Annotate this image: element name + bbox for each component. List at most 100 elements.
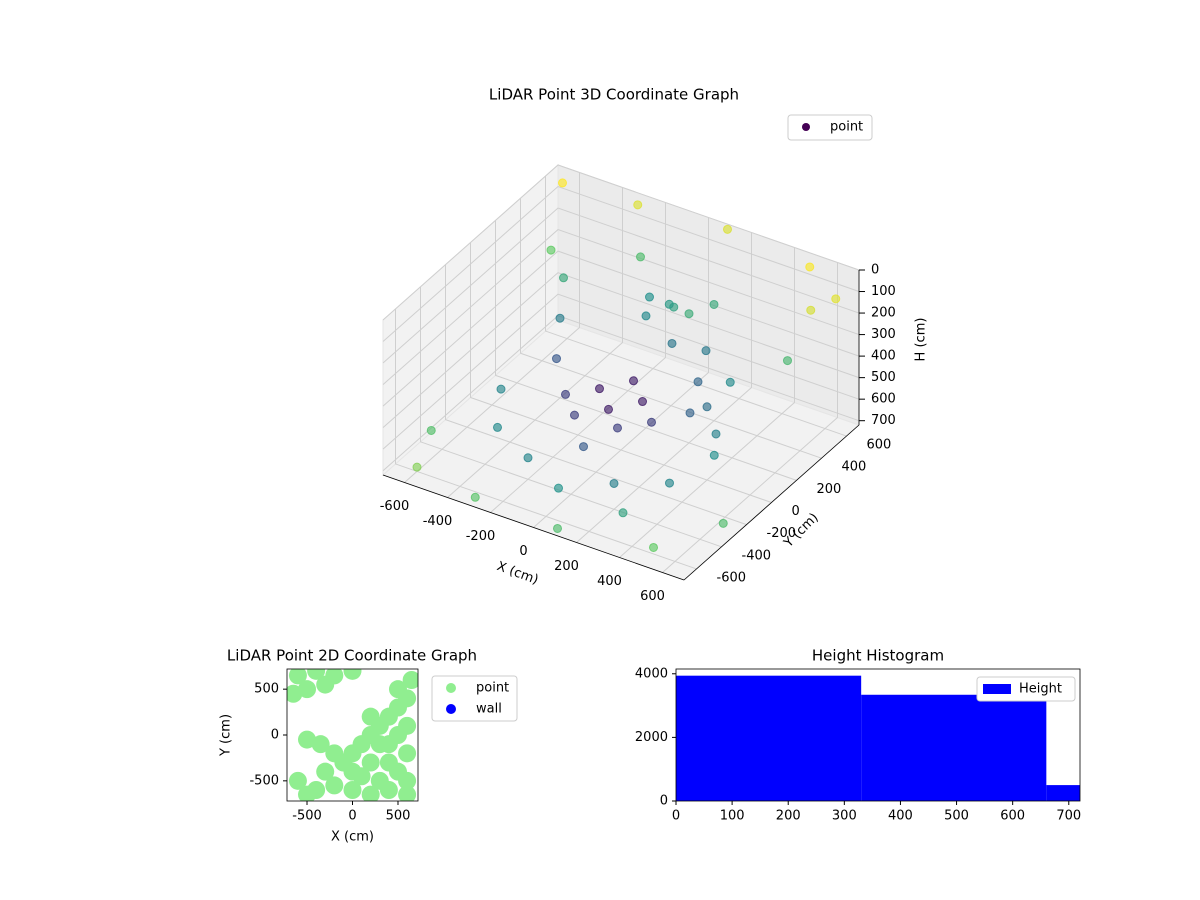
point: [633, 200, 643, 210]
y-tick-label: 400: [842, 460, 867, 475]
grid-line: [395, 308, 697, 570]
point: [325, 744, 344, 763]
grid-line: [382, 293, 860, 450]
x-tick-label: 600: [1000, 809, 1025, 824]
chart-title: LiDAR Point 2D Coordinate Graph: [227, 647, 477, 665]
point: [609, 478, 619, 488]
grid-line: [445, 264, 747, 526]
z-tick-label: 700: [871, 413, 896, 428]
chart-title: Height Histogram: [812, 647, 944, 665]
grid-line: [382, 272, 860, 429]
grid-line: [382, 207, 860, 364]
point: [398, 785, 417, 801]
point: [496, 384, 506, 394]
point: [604, 404, 613, 414]
point: [554, 483, 563, 493]
point: [298, 730, 317, 749]
x-tick-label: 500: [386, 809, 411, 824]
grid-line: [382, 229, 860, 385]
point: [288, 669, 307, 685]
y-tick-label: 600: [867, 438, 892, 453]
grid-line: [495, 220, 797, 481]
point: [388, 680, 407, 699]
y-tick-label: -200: [767, 526, 797, 541]
bar: [676, 675, 862, 801]
plot-2d: -500 0 500 -500 0 500 X (cm) Y (cm) LiDAR Point …: [219, 647, 518, 845]
y-tick-label: -600: [717, 570, 747, 585]
point: [552, 354, 561, 364]
x-tick-label: -200: [466, 529, 496, 544]
point: [645, 292, 654, 302]
x-tick-label: -500: [292, 809, 322, 824]
point: [558, 178, 567, 188]
point: [343, 669, 362, 680]
y-axis-label: Y (cm): [219, 714, 234, 757]
point: [709, 299, 719, 309]
x-tick-label: -400: [423, 514, 453, 529]
point: [831, 294, 841, 304]
point: [343, 781, 362, 799]
z-tick-label: 300: [871, 327, 896, 342]
point: [361, 753, 380, 772]
z-axis-label: H (cm): [914, 318, 929, 362]
legend-marker: [802, 123, 810, 131]
point: [546, 245, 556, 255]
point: [641, 311, 651, 321]
x-tick-label: 600: [640, 589, 665, 604]
plot-histogram: 0 100 200 300 400 500 600 700 0 2000 4000 Height Hi…: [635, 647, 1081, 824]
x-tick-label: 400: [597, 574, 622, 589]
point: [287, 684, 303, 703]
z-tick-label: 600: [871, 392, 896, 407]
point: [361, 785, 380, 801]
point: [298, 680, 317, 699]
point: [426, 425, 436, 435]
point: [783, 356, 792, 366]
point: [361, 707, 380, 726]
point: [288, 771, 307, 790]
legend-patch: [983, 684, 1011, 694]
point: [311, 735, 330, 754]
x-tick-label: 300: [832, 809, 857, 824]
x-axis-label: X (cm): [495, 559, 541, 588]
point: [806, 305, 816, 315]
grid-line: [533, 217, 709, 528]
point: [325, 776, 344, 795]
legend-label: point: [476, 681, 509, 696]
point: [701, 346, 711, 356]
point: [579, 442, 588, 452]
y-tick-label: 0: [660, 794, 668, 809]
grid-line: [545, 176, 847, 437]
point: [664, 299, 674, 309]
x-tick-label: 200: [776, 809, 801, 824]
y-tick-label: -400: [742, 548, 772, 563]
point: [559, 273, 568, 283]
grid-line: [470, 242, 772, 503]
point: [805, 262, 815, 272]
grid-line: [382, 185, 860, 342]
point: [636, 252, 645, 262]
grid-line: [382, 164, 860, 321]
x-tick-label: 200: [554, 559, 579, 574]
legend-label: point: [830, 120, 863, 135]
point: [613, 423, 622, 433]
point: [553, 523, 562, 533]
y-tick-label: 500: [254, 682, 279, 697]
y-tick-label: 4000: [635, 666, 668, 681]
z-tick-label: 0: [871, 263, 879, 278]
point: [723, 224, 732, 234]
point: [370, 771, 389, 790]
z-tick-label: 500: [871, 370, 896, 385]
point: [667, 338, 677, 348]
y-tick-label: 0: [271, 728, 279, 743]
y-axis: [683, 424, 860, 581]
point: [709, 450, 719, 460]
point: [398, 716, 417, 735]
legend-label: Height: [1019, 682, 1062, 697]
point: [316, 762, 335, 781]
grid-line: [520, 198, 822, 459]
x-tick-label: 400: [888, 809, 913, 824]
x-tick-label: 0: [519, 544, 527, 559]
point: [402, 671, 418, 689]
legend-marker: [446, 683, 456, 693]
